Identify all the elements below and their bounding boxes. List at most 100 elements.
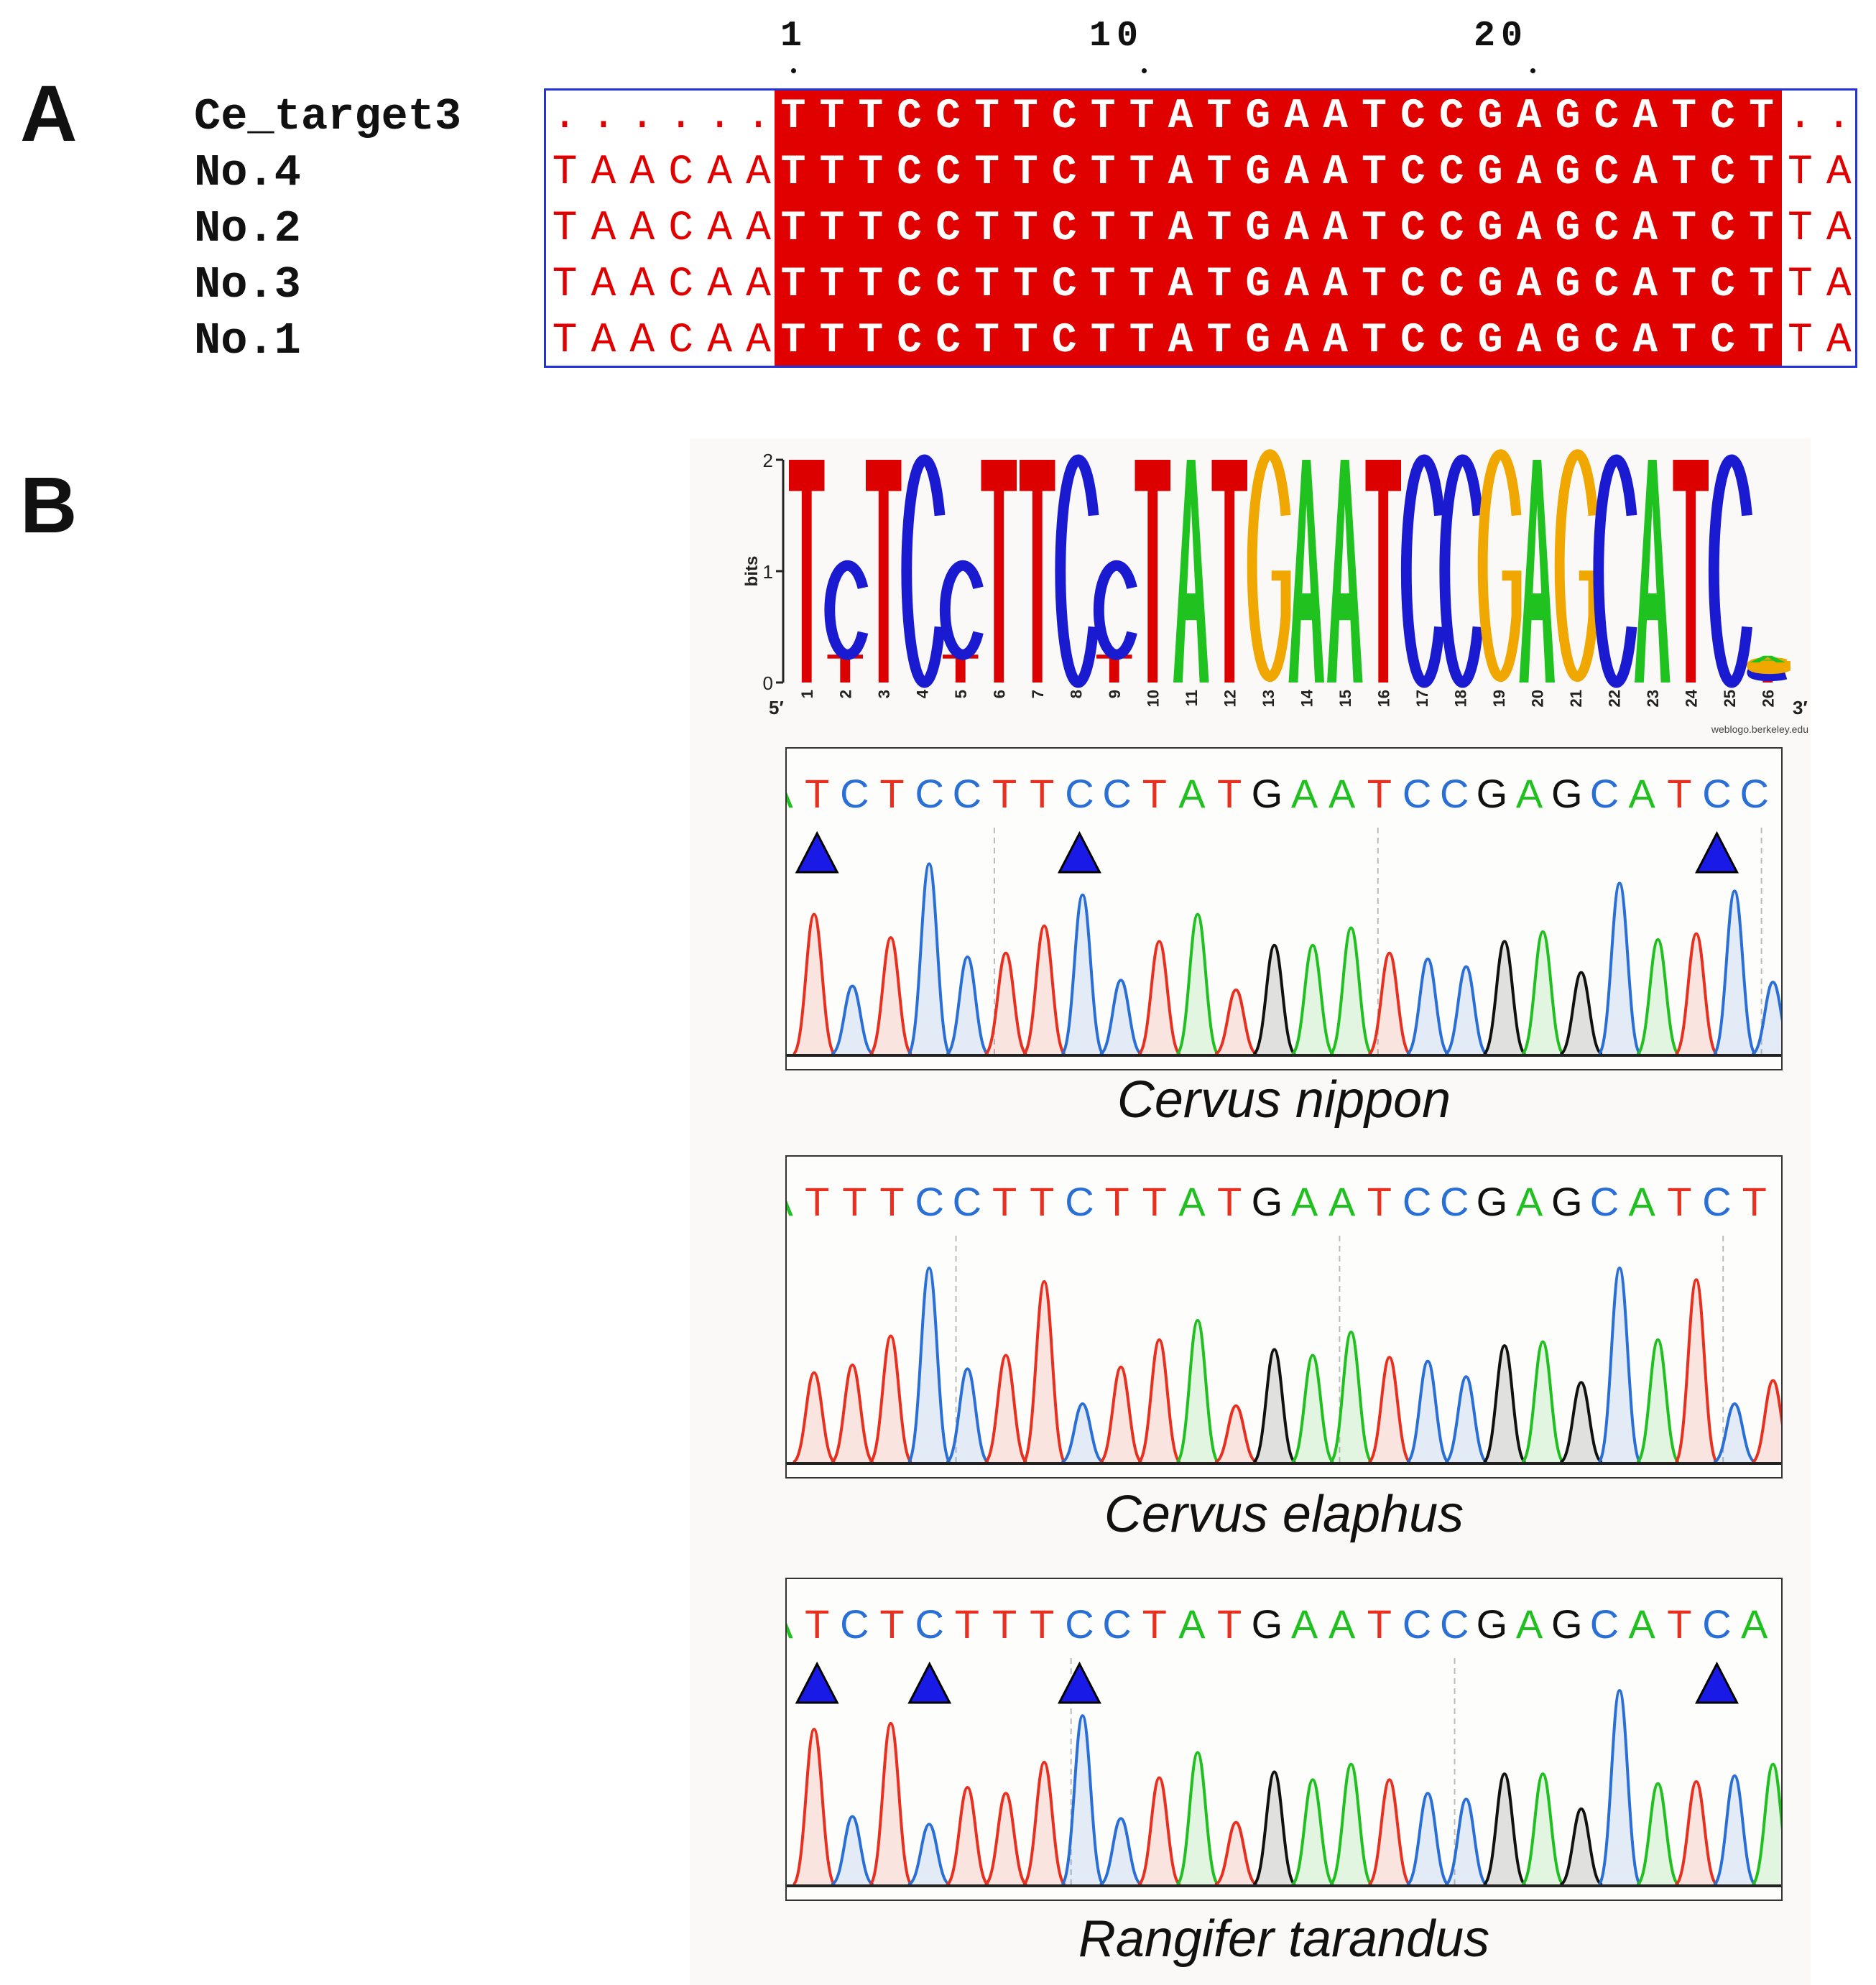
logo-3prime: 3′: [1793, 697, 1808, 718]
logo-letter-g: [1477, 449, 1522, 683]
aln-base: C: [1594, 205, 1619, 252]
base-call: G: [1252, 1601, 1283, 1647]
logo-position-label: 10: [1144, 690, 1162, 707]
ruler-tick: [791, 68, 796, 73]
trace-peak: [1711, 889, 1757, 1055]
aln-base: C: [897, 318, 923, 364]
aln-base: T: [1129, 93, 1155, 140]
aln-base: A: [707, 318, 732, 364]
species-label-cervus-elaphus: Cervus elaphus: [1104, 1486, 1464, 1543]
aln-base: T: [780, 205, 806, 252]
aln-base: A: [1826, 149, 1852, 196]
base-call: A: [787, 1601, 793, 1647]
trace-peak: [1175, 912, 1221, 1055]
logo-position-label: 11: [1183, 690, 1201, 706]
aln-base: A: [1323, 149, 1348, 196]
base-call: C: [1440, 1601, 1469, 1647]
trace-peak: [1713, 1402, 1757, 1463]
logo-letter-c: [939, 560, 984, 660]
base-call: A: [1178, 1601, 1206, 1647]
aln-base: C: [668, 149, 694, 196]
base-call: A: [1516, 1601, 1543, 1647]
logo-position-label: 2: [836, 690, 854, 698]
trace-peak: [1022, 1760, 1066, 1886]
trace-peak: [1214, 988, 1258, 1055]
mutation-marker: [1057, 1661, 1101, 1704]
seq-name-no1: No.1: [194, 315, 301, 366]
base-call: G: [1477, 1179, 1508, 1224]
logo-letter-t: [1020, 460, 1055, 683]
base-call: C: [915, 1601, 943, 1647]
trace-peak: [1061, 1402, 1104, 1463]
logo-position-label: 6: [990, 690, 1008, 698]
aln-base: A: [1632, 93, 1658, 140]
aln-base: T: [1787, 205, 1813, 252]
trace-peak: [1367, 1778, 1412, 1886]
mutation-marker: [1695, 1661, 1739, 1704]
logo-letter-a: [1173, 460, 1209, 683]
aln-base: A: [1323, 262, 1348, 308]
aln-base: T: [1090, 262, 1116, 308]
aln-base: A: [1826, 262, 1852, 308]
base-call: T: [842, 1179, 867, 1224]
trace-peak: [1482, 1772, 1527, 1886]
aln-base: G: [1477, 262, 1503, 308]
aln-base: T: [1362, 149, 1387, 196]
aln-base: T: [1206, 318, 1232, 364]
base-call: C: [840, 1601, 869, 1647]
trace-peak: [1674, 1780, 1719, 1886]
base-call: C: [1590, 1179, 1619, 1224]
seq-name-no4: No.4: [194, 147, 301, 198]
aln-base: A: [1516, 262, 1542, 308]
ruler-label-10: 10: [1089, 16, 1145, 57]
aln-base: A: [629, 318, 655, 364]
base-call: A: [1178, 771, 1206, 816]
base-call: C: [1102, 771, 1131, 816]
base-call: T: [992, 1601, 1017, 1647]
aln-base: T: [1012, 318, 1038, 364]
trace-peak: [1751, 981, 1781, 1055]
aln-base: C: [1051, 93, 1077, 140]
base-call: A: [1741, 1601, 1768, 1647]
trace-peak: [1214, 1404, 1258, 1463]
aln-base: A: [1323, 93, 1348, 140]
chromatogram-trace: ATCTCCTTCCTATGAATCCGAGCATCC: [787, 771, 1781, 1057]
logo-position-label: 22: [1605, 690, 1623, 707]
trace-peak: [1252, 1770, 1297, 1886]
base-call: T: [992, 1179, 1017, 1224]
logo-letter-t: [1673, 460, 1709, 683]
aln-base: C: [1438, 93, 1464, 140]
aln-base: C: [897, 93, 923, 140]
aln-base: T: [1749, 93, 1774, 140]
trace-peak: [1444, 1375, 1488, 1463]
aln-base: T: [1671, 262, 1697, 308]
trace-peak: [984, 1792, 1028, 1886]
base-call: T: [879, 1179, 904, 1224]
ruler-label-1: 1: [780, 16, 808, 57]
logo-letter-t: [866, 460, 902, 683]
aln-base: A: [1516, 149, 1542, 196]
base-call: A: [1329, 771, 1356, 816]
aln-base: C: [668, 318, 694, 364]
aln-base: G: [1555, 149, 1581, 196]
aln-base: T: [1671, 149, 1697, 196]
aln-base: T: [1129, 149, 1155, 196]
aln-base: G: [1477, 93, 1503, 140]
aln-base: T: [1671, 93, 1697, 140]
aln-base: A: [1632, 262, 1658, 308]
logo-position-label: 7: [1029, 690, 1047, 698]
